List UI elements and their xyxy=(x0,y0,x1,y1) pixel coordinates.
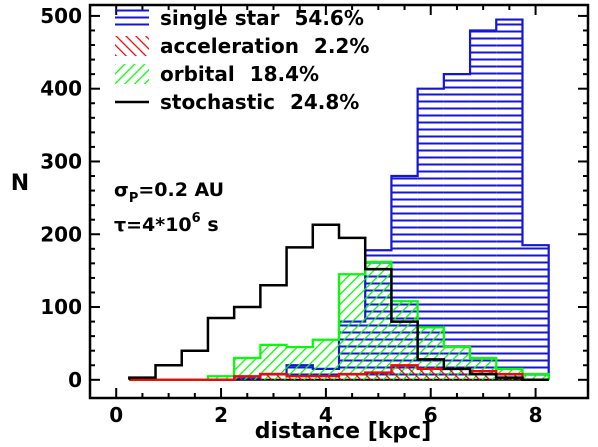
bar-orbital-3 xyxy=(207,376,235,380)
bar-orbital-8 xyxy=(339,274,366,380)
annotation-sigma: σP=0.2 AU xyxy=(114,179,224,206)
plot-frame xyxy=(88,3,590,400)
y-tick-label: 500 xyxy=(40,4,82,28)
x-tick-label: 0 xyxy=(109,403,123,427)
bar-acceleration-8 xyxy=(339,373,366,380)
bar-acceleration-4 xyxy=(234,376,261,380)
outline-acceleration xyxy=(129,364,549,381)
bar-acceleration-6 xyxy=(286,376,313,380)
bar-acceleration-13 xyxy=(470,371,497,380)
y-tick-label: 400 xyxy=(40,77,82,101)
legend-label-stochastic: stochastic 24.8% xyxy=(160,90,359,114)
x-axis-label: distance [kpc] xyxy=(255,419,432,444)
bar-orbital-15 xyxy=(522,373,549,380)
bar-acceleration-7 xyxy=(312,376,339,380)
legend: single star 54.6% acceleration 2.2% orbi… xyxy=(115,6,369,114)
bar-orbital-6 xyxy=(286,347,313,380)
bar-single-star-15 xyxy=(522,245,549,380)
x-tick-label: 6 xyxy=(424,403,438,427)
y-axis-label: N xyxy=(11,171,29,196)
bar-single-star-13 xyxy=(470,30,497,380)
annotations: σP=0.2 AU τ=4*106 s xyxy=(114,179,224,236)
outline-stochastic xyxy=(128,223,549,382)
legend-label-acceleration: acceleration 2.2% xyxy=(160,34,369,58)
series-stochastic xyxy=(128,223,549,382)
bar-acceleration-9 xyxy=(365,372,392,380)
legend-swatch-orbital xyxy=(115,64,149,84)
bar-orbital-7 xyxy=(312,339,339,380)
legend-swatch-acceleration xyxy=(115,36,149,56)
bar-orbital-9 xyxy=(365,261,392,380)
legend-label-single-star: single star 54.6% xyxy=(160,6,364,30)
annotation-tau: τ=4*106 s xyxy=(114,211,219,236)
x-tick-label: 4 xyxy=(319,403,333,427)
bar-single-star-12 xyxy=(443,74,471,380)
bar-acceleration-12 xyxy=(443,368,471,380)
bar-orbital-4 xyxy=(234,357,261,380)
bar-single-star-14 xyxy=(496,19,523,380)
axis-ticks: 0 2 4 6 8 0 100 200 300 400 500 xyxy=(40,4,588,427)
legend-swatch-single-star xyxy=(115,8,149,28)
series-layer xyxy=(128,18,550,382)
bar-acceleration-11 xyxy=(417,368,444,380)
axes-box xyxy=(88,3,590,400)
bar-acceleration-5 xyxy=(260,373,287,380)
y-tick-label: 300 xyxy=(40,149,82,173)
bar-acceleration-10 xyxy=(391,365,418,380)
x-tick-label: 2 xyxy=(214,403,228,427)
series-acceleration xyxy=(129,364,549,381)
y-tick-label: 0 xyxy=(68,368,82,392)
y-tick-label: 100 xyxy=(40,295,82,319)
legend-label-orbital: orbital 18.4% xyxy=(160,62,319,86)
y-tick-label: 200 xyxy=(40,222,82,246)
x-tick-label: 8 xyxy=(529,403,543,427)
